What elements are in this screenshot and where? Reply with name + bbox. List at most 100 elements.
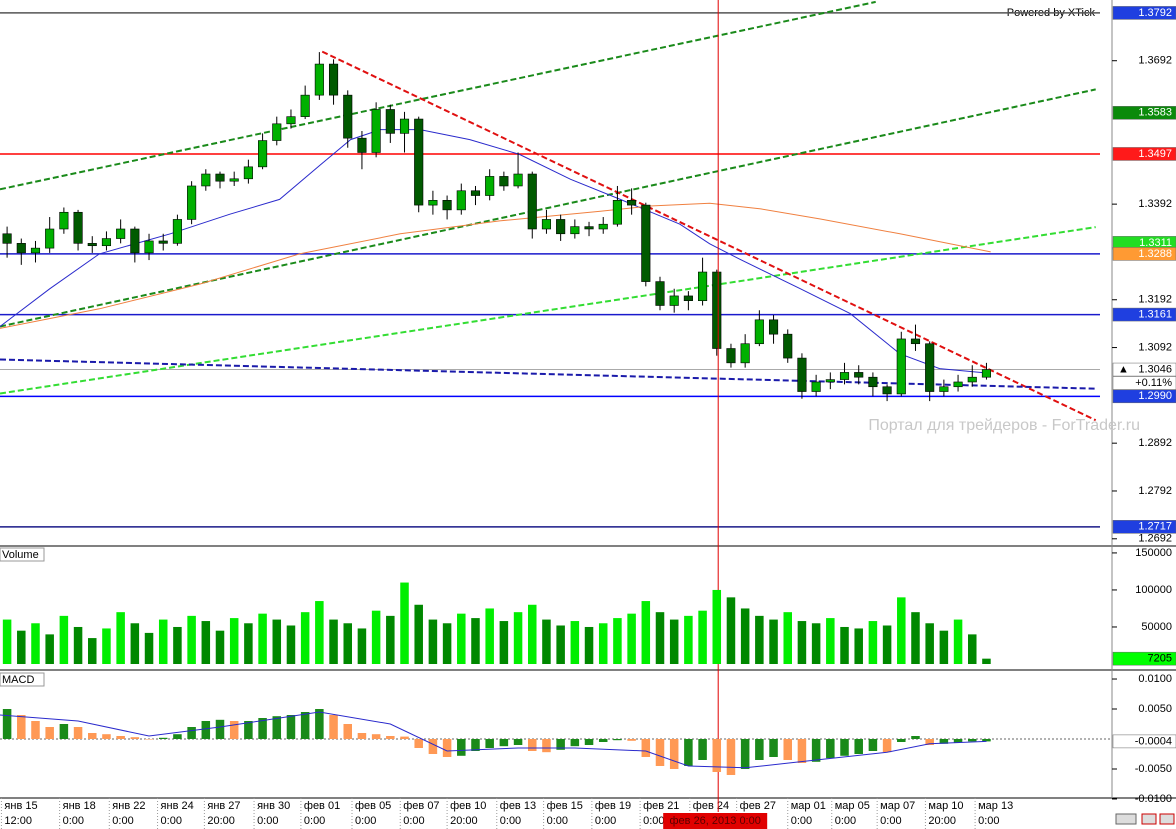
bar [88,638,97,664]
x-time-label: 0:00 [643,815,664,827]
trend-line [0,88,1096,328]
bar [826,738,835,759]
bar [584,738,594,745]
candle-body [101,238,112,247]
bar [513,738,523,745]
candle-body [967,376,977,383]
icon[interactable] [1159,813,1175,825]
bar [315,709,324,739]
bar [797,621,807,664]
bar [485,738,494,748]
icon[interactable] [1115,813,1137,825]
y-tick-label: 1.2792 [1138,485,1172,497]
bar [215,630,225,664]
bar [499,738,509,747]
x-tick-label: мар 05 [835,800,870,812]
bar [59,724,69,739]
x-tick-label: фев 27 [740,800,776,812]
last-price-label: 1.3046 [1138,363,1172,375]
bar [925,738,934,745]
bar [442,738,452,757]
bar [726,597,736,664]
bar [102,628,111,664]
bar [769,619,778,664]
y-tick-label: 1.2692 [1138,533,1172,545]
candle-body [513,173,523,187]
candle-body [627,200,637,206]
candle-body [187,185,197,220]
bar [968,738,977,742]
x-tick-label: янв 22 [112,800,145,812]
candle-body [215,173,225,182]
y-tick-label: 0.0100 [1138,673,1172,685]
candle-body [414,118,424,206]
candle-body [556,219,566,235]
bar [386,735,395,739]
bar [386,615,395,664]
candle-body [73,211,83,244]
bar [684,738,693,766]
bar [669,619,679,664]
candle-body [584,226,594,230]
last-price-badge [1112,362,1176,377]
candle-body [16,243,26,254]
bar [187,615,196,664]
x-time-label: 0:00 [791,815,812,827]
bar [712,738,722,772]
bar [968,634,977,664]
bar [598,623,608,664]
price-badge-label: 1.3792 [1138,7,1172,19]
candle-body [116,228,126,239]
price-badge [1112,6,1176,20]
bar [457,738,466,756]
bar [400,582,409,664]
bar [31,623,40,664]
candle-body [272,123,282,141]
bar [783,738,792,760]
x-tick-label: мар 13 [978,800,1013,812]
bar [740,608,750,664]
bar [542,619,551,664]
bar [471,738,480,751]
bar [811,623,821,664]
y-tick-label: 1.3192 [1138,294,1172,306]
x-tick-label: янв 27 [207,800,240,812]
y-tick-label: 1.3692 [1138,55,1172,67]
icon[interactable] [1141,813,1157,825]
bar [158,619,168,664]
bar [528,738,537,751]
bar [442,623,452,664]
bar [556,625,565,664]
price-badge [1112,247,1176,261]
x-time-label: 20:00 [450,815,478,827]
x-time-label: 0:00 [403,815,424,827]
bar [457,613,466,664]
bar [244,721,253,739]
x-time-label: 0:00 [257,815,278,827]
x-tick-label: янв 24 [161,800,194,812]
bar [925,623,934,664]
candle-body [30,247,41,254]
bar [911,735,920,739]
price-badge-label: 1.3161 [1138,308,1172,320]
x-time-label: 0:00 [835,815,856,827]
candle-body [754,319,764,345]
bar [173,626,182,664]
candle-body [669,295,679,306]
bar [130,737,140,739]
bar [357,628,367,664]
price-badge [1112,147,1176,161]
bar [840,738,849,756]
bar [613,738,622,741]
value-badge-label: 7205 [1148,653,1172,665]
x-tick-label: мар 01 [791,800,826,812]
x-time-label: 0:00 [112,815,133,827]
bar [528,604,537,664]
bar [854,628,863,664]
bar [712,589,722,664]
y-tick-label: 1.3092 [1138,341,1172,353]
candle-body [385,109,395,134]
bar [939,630,949,664]
x-tick-label: фев 24 [693,800,729,812]
panel-label: Volume [2,549,39,561]
